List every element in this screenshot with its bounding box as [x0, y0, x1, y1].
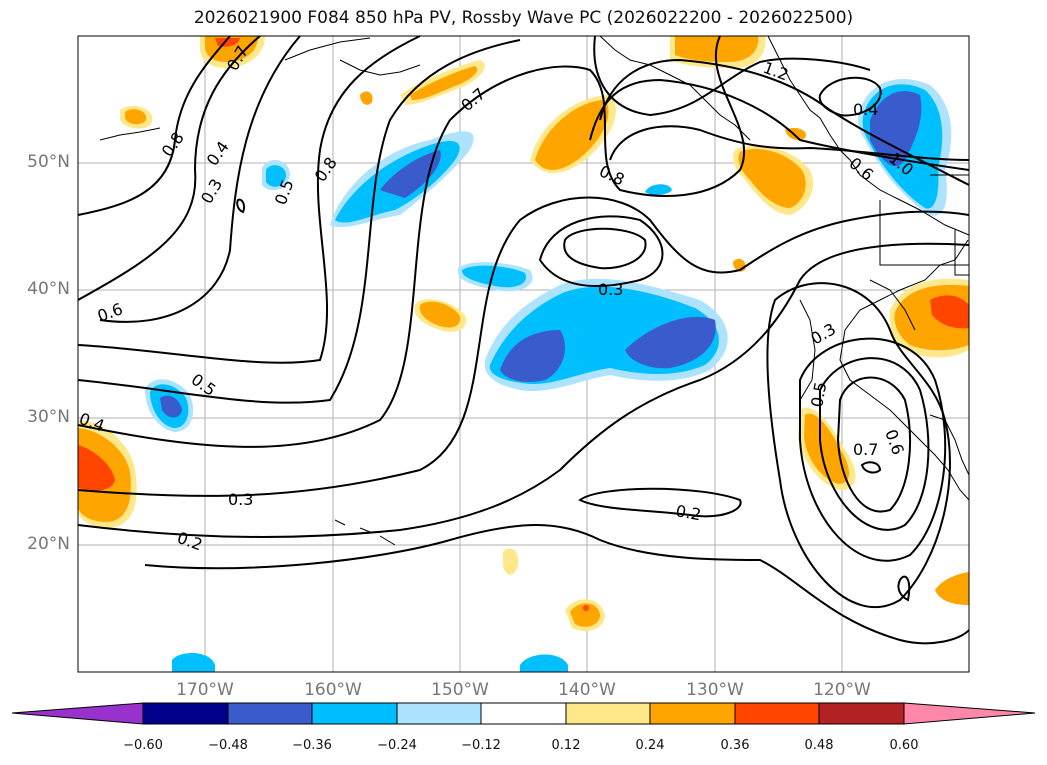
lon-label-170w: 170°W [176, 680, 234, 700]
contour-label: 0.2 [674, 501, 702, 524]
lon-label-130w: 130°W [686, 680, 744, 700]
map-title: 2026021900 F084 850 hPa PV, Rossby Wave … [193, 8, 854, 28]
colorbar-tick: −0.24 [377, 738, 417, 753]
colorbar-tick: −0.36 [292, 738, 332, 753]
lat-label-50n: 50°N [27, 152, 70, 172]
colorbar-tick: 0.12 [551, 738, 581, 753]
contour-label: 0.3 [598, 280, 623, 299]
colorbar-tick: −0.12 [461, 738, 501, 753]
colorbar-tick: 0.36 [720, 738, 750, 753]
pv-contours [77, 35, 970, 645]
lon-label-160w: 160°W [304, 680, 362, 700]
colorbar-tick: 0.48 [804, 738, 834, 753]
plot-border [77, 35, 970, 673]
contour-label: 0.5 [807, 380, 830, 408]
colorbar-tick: −0.48 [208, 738, 248, 753]
colorbar-tick: 0.60 [889, 738, 919, 753]
lon-label-120w: 120°W [813, 680, 871, 700]
lon-label-150w: 150°W [431, 680, 489, 700]
contour-label: 0.7 [853, 440, 878, 459]
pv-anomaly-fills [78, 36, 969, 672]
contour-label: 0.4 [853, 100, 878, 119]
lat-label-30n: 30°N [27, 407, 70, 427]
gridlines [78, 36, 969, 672]
contour-label: 0.3 [228, 490, 253, 509]
colorbar [11, 702, 1036, 725]
lat-label-20n: 20°N [27, 534, 70, 554]
colorbar-tick: 0.24 [635, 738, 665, 753]
lat-label-40n: 40°N [27, 279, 70, 299]
lon-label-140w: 140°W [558, 680, 616, 700]
colorbar-tick: −0.60 [123, 738, 163, 753]
coastlines [99, 35, 970, 546]
